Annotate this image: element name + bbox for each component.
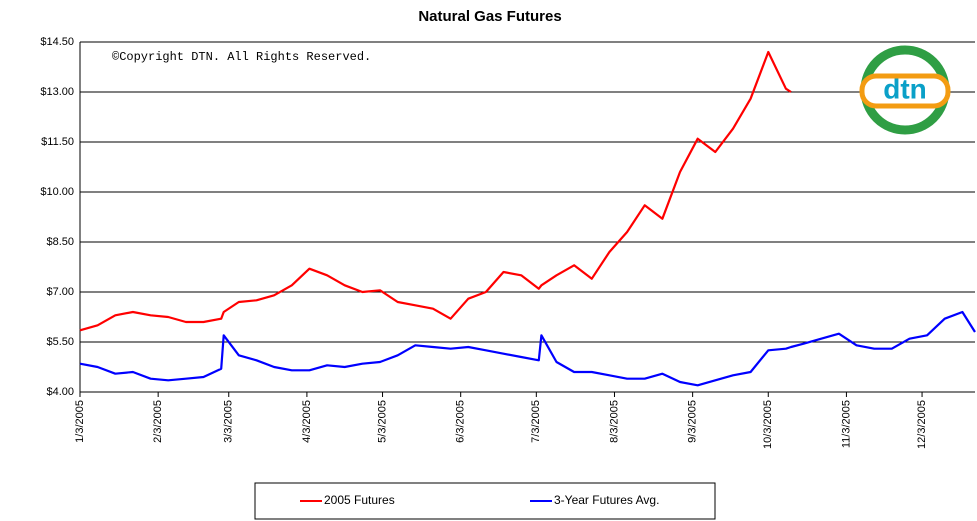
x-tick-label: 7/3/2005 [530, 400, 542, 443]
x-tick-label: 12/3/2005 [916, 400, 928, 449]
y-tick-label: $5.50 [46, 336, 74, 348]
x-tick-label: 6/3/2005 [455, 400, 467, 443]
x-tick-label: 3/3/2005 [223, 400, 235, 443]
y-tick-label: $11.50 [41, 136, 74, 148]
logo: dtn [859, 45, 951, 135]
x-tick-label: 11/3/2005 [840, 400, 852, 448]
logo-band [859, 73, 951, 109]
x-tick-label: 8/3/2005 [608, 400, 620, 443]
y-tick-label: $10.00 [40, 186, 74, 198]
x-tick-label: 1/3/2005 [74, 400, 86, 443]
series-line [79, 310, 976, 387]
y-tick-label: $14.50 [40, 36, 74, 48]
y-tick-label: $4.00 [46, 386, 74, 398]
y-tick-label: $7.00 [46, 286, 74, 298]
legend-label: 3-Year Futures Avg. [554, 493, 659, 507]
logo-text: dtn [883, 73, 927, 104]
y-tick-label: $8.50 [46, 236, 74, 248]
x-tick-label: 9/3/2005 [687, 400, 699, 443]
y-tick-label: $13.00 [40, 86, 74, 98]
x-tick-label: 2/3/2005 [152, 400, 164, 443]
copyright: ©Copyright DTN. All Rights Reserved. [112, 50, 371, 64]
x-tick-label: 5/3/2005 [376, 400, 388, 443]
x-tick-label: 10/3/2005 [762, 400, 774, 449]
chart-title: Natural Gas Futures [418, 8, 561, 25]
legend-box [254, 482, 716, 520]
legend-label: 2005 Futures [324, 493, 395, 507]
series-line [79, 50, 792, 332]
x-tick-label: 4/3/2005 [301, 400, 313, 443]
